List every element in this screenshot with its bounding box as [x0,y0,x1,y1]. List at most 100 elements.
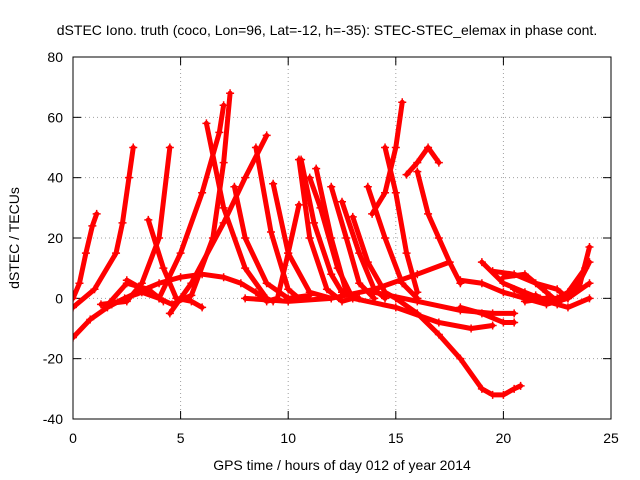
data-point [391,303,400,312]
data-point [488,390,497,399]
data-point [488,267,497,276]
data-point [129,143,138,152]
data-point [294,200,303,209]
x-axis-label: GPS time / hours of day 012 of year 2014 [213,457,471,473]
data-point [477,309,486,318]
series-arc-01 [73,209,101,303]
data-point [297,155,306,164]
series-arc-02 [73,143,138,312]
series-line [270,181,334,301]
data-point [370,285,379,294]
data-point [118,218,127,227]
data-point [133,288,142,297]
data-point [327,294,336,303]
data-point [155,279,164,288]
data-point [338,297,346,306]
data-point [86,315,95,324]
y-tick-label: 0 [55,290,63,306]
data-point [187,297,196,306]
series-arc-28 [370,288,519,318]
series-arc-13 [269,179,336,303]
plot-frame [72,56,612,420]
data-point [73,333,77,342]
data-series [73,89,594,399]
series-line [404,145,442,178]
data-point [327,270,336,279]
data-point [434,330,443,339]
data-point [269,179,278,188]
series-line [533,292,592,310]
data-point [305,173,314,182]
data-point [563,303,572,312]
data-point [499,288,508,297]
data-point [585,294,594,303]
data-point [424,209,433,218]
data-point [516,381,525,390]
data-point [531,291,540,300]
data-point [198,188,207,197]
data-point [144,215,153,224]
data-point [456,303,465,312]
data-point [585,279,594,288]
x-tick-label: 20 [496,430,512,446]
data-point [73,303,77,312]
data-point [520,297,529,306]
x-tick-label: 10 [280,430,296,446]
data-point [176,249,185,258]
data-point [159,297,168,306]
data-point [402,249,411,258]
data-point [381,143,390,152]
data-point [398,98,407,107]
y-tick-label: -40 [43,411,63,427]
data-point [219,203,228,212]
data-point [241,264,250,273]
x-tick-label: 15 [388,430,404,446]
y-axis-label: dSTEC / TECUs [6,187,22,289]
data-point [585,258,594,267]
data-point [112,249,121,258]
data-point [456,354,465,363]
data-point [542,297,551,306]
series-arc-09 [165,131,271,318]
series-arc-08 [144,215,207,312]
data-point [202,119,211,128]
y-tick-label: 60 [47,109,63,125]
data-point [563,288,572,297]
x-tick-label: 0 [69,430,77,446]
data-point [553,294,562,303]
data-point [381,234,390,242]
data-point [477,384,486,393]
data-point [424,143,433,152]
data-point [241,173,250,182]
series-arc-26 [391,294,525,399]
data-point [391,143,400,152]
data-point [434,318,443,327]
data-point [219,158,228,167]
data-point [477,258,486,267]
data-point [251,143,260,152]
data-point [499,318,508,327]
data-point [92,209,101,218]
data-point [176,273,185,282]
y-tick-label: 40 [47,170,63,186]
data-point [368,209,377,218]
data-point [90,285,99,294]
data-point [266,227,275,236]
data-point [312,164,321,173]
data-point [155,294,164,303]
data-point [219,218,228,227]
series-line [242,259,453,304]
data-point [122,276,131,285]
data-point [159,264,168,273]
data-point [165,309,174,318]
data-point [355,249,364,258]
x-tick-label: 5 [177,430,185,446]
data-point [187,279,196,288]
data-point [284,297,293,306]
series-line [365,184,420,301]
series-arc-24 [402,143,443,179]
data-point [310,218,319,227]
data-point [456,276,465,285]
data-point [88,221,97,230]
